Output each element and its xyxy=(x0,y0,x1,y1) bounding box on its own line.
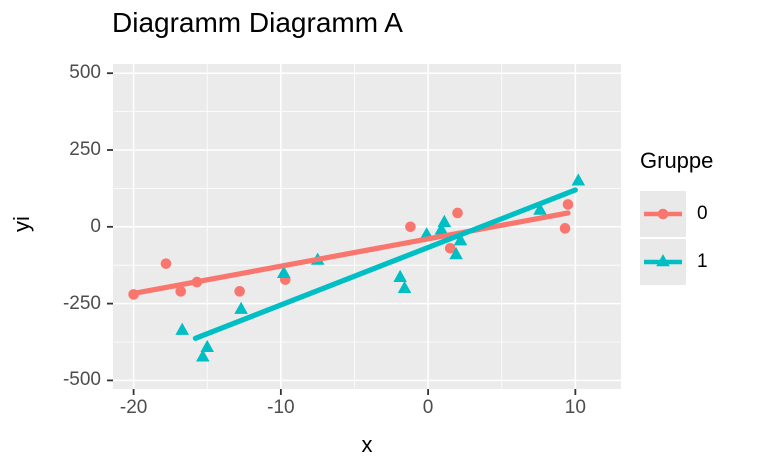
scatter-point-group0 xyxy=(405,221,416,233)
trend-line-group1 xyxy=(192,187,578,341)
scatter-point-group1 xyxy=(200,339,215,353)
scatter-point-group0 xyxy=(562,199,574,210)
y-tick-label: 0 xyxy=(90,215,101,237)
scatter-point-group0 xyxy=(444,243,456,254)
y-tick-label: 500 xyxy=(69,62,101,84)
legend-triangle-marker-icon xyxy=(644,254,682,267)
x-tick-label: 0 xyxy=(422,397,434,418)
scatter-point-group0 xyxy=(175,286,187,297)
y-tick-label: -500 xyxy=(62,369,101,391)
scatter-point-group1 xyxy=(277,265,291,278)
chart-title: Diagramm Diagramm A xyxy=(112,7,403,38)
scatter-point-group1 xyxy=(453,233,468,246)
scatter-point-group1 xyxy=(397,280,412,294)
scatter-point-group1 xyxy=(393,269,407,282)
legend-item-group1: 1 xyxy=(640,239,713,285)
x-tick-label: 10 xyxy=(564,397,586,418)
legend-label-group0: 0 xyxy=(697,203,708,224)
scatter-point-group1 xyxy=(571,173,586,186)
scatter-point-group1 xyxy=(234,301,248,314)
scatter-point-group0 xyxy=(559,223,571,234)
x-tick-label: -20 xyxy=(119,397,148,418)
scatter-point-group0 xyxy=(452,207,463,219)
scatter-point-group1 xyxy=(196,349,210,362)
scatter-point-group1 xyxy=(449,247,463,260)
x-axis-label: x xyxy=(361,432,373,457)
scatter-point-group0 xyxy=(160,258,172,269)
legend-key-group1 xyxy=(640,239,686,285)
scatter-point-group1 xyxy=(533,202,547,215)
legend-item-group0: 0 xyxy=(640,191,713,237)
scatter-point-group0 xyxy=(234,286,245,297)
legend-label-group1: 1 xyxy=(697,251,708,272)
y-tick-label: -250 xyxy=(62,292,101,314)
scatter-point-group1 xyxy=(175,322,190,335)
x-tick-label: -10 xyxy=(267,397,295,418)
legend-circle-marker-icon xyxy=(644,208,682,220)
scatter-point-group1 xyxy=(434,222,449,235)
trend-line-group0 xyxy=(131,210,571,297)
legend-title: Gruppe xyxy=(640,148,714,173)
legend-key-group0 xyxy=(640,191,686,237)
scatter-point-group1 xyxy=(437,214,452,227)
y-tick-label: 250 xyxy=(69,139,101,160)
